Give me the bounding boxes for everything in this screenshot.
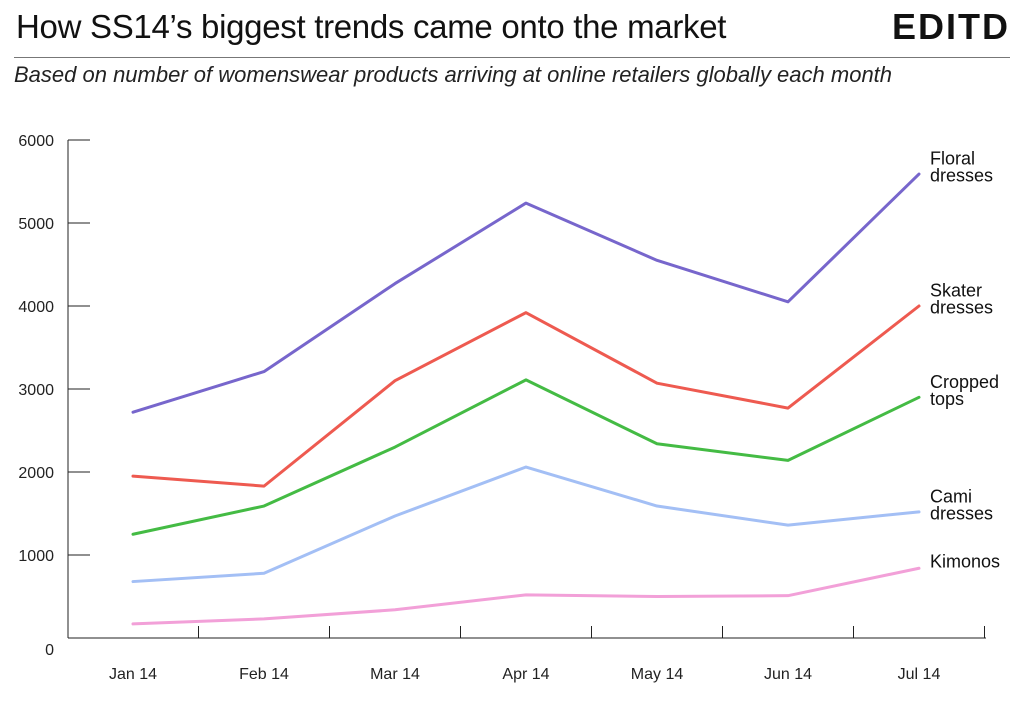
- series-label: Cami: [930, 486, 972, 506]
- chart-axes: 0 1000 2000 3000 4000 5000 6000 Jan 14 Feb 14 Mar…: [18, 133, 986, 683]
- series-label: dresses: [930, 298, 993, 318]
- series-label: tops: [930, 389, 964, 409]
- x-tick-label: Jul 14: [898, 666, 941, 683]
- x-tick-label: Jun 14: [764, 666, 812, 683]
- series-line: [131, 172, 921, 414]
- series-line: [131, 465, 921, 584]
- x-tick-label: Feb 14: [239, 666, 289, 683]
- y-tick-label: 2000: [18, 465, 54, 482]
- y-tick-label: 4000: [18, 299, 54, 316]
- title-divider: [14, 57, 1010, 58]
- series-label: dresses: [930, 166, 993, 186]
- series-line: [131, 378, 921, 536]
- series-line: [131, 566, 921, 626]
- series-labels: FloraldressesSkaterdressesCroppedtopsCam…: [930, 149, 1000, 572]
- brand-logo: EDITD: [892, 6, 1010, 47]
- x-tick-label: Apr 14: [502, 666, 549, 683]
- y-tick-label: 3000: [18, 382, 54, 399]
- series-lines: [131, 172, 921, 626]
- y-tick-label: 5000: [18, 216, 54, 233]
- series-label: Kimonos: [930, 551, 1000, 571]
- series-line: [131, 304, 921, 488]
- x-tick-label: May 14: [631, 666, 684, 683]
- chart-title: How SS14’s biggest trends came onto the …: [16, 8, 727, 45]
- x-tick-label: Mar 14: [370, 666, 420, 683]
- series-label: Cropped: [930, 372, 999, 392]
- y-tick-label: 1000: [18, 548, 54, 565]
- series-label: dresses: [930, 503, 993, 523]
- y-tick-label: 6000: [18, 133, 54, 150]
- chart-subtitle: Based on number of womenswear products a…: [14, 62, 893, 87]
- series-label: Skater: [930, 281, 982, 301]
- y-tick-label: 0: [45, 642, 54, 659]
- x-tick-label: Jan 14: [109, 666, 157, 683]
- series-label: Floral: [930, 149, 975, 169]
